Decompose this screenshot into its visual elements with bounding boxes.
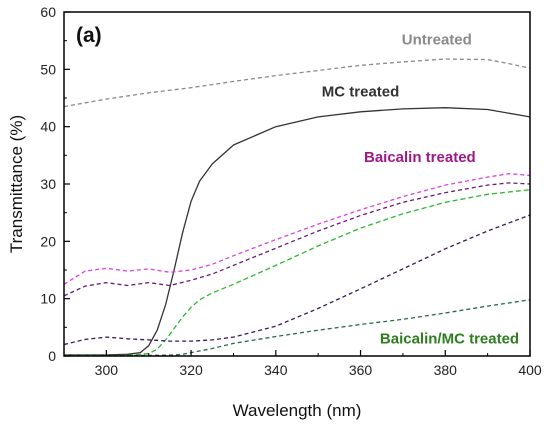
x-tick-label: 400 xyxy=(518,362,542,378)
annotation-label: MC treated xyxy=(322,83,400,100)
y-tick-label: 40 xyxy=(40,119,56,135)
series-line-5 xyxy=(64,189,530,356)
y-tick-label: 30 xyxy=(40,176,56,192)
x-axis-label: Wavelength (nm) xyxy=(233,401,362,420)
x-tick-label: 320 xyxy=(179,362,203,378)
y-axis-label: Transmittance (%) xyxy=(7,115,26,253)
series-layer xyxy=(64,58,530,356)
series-line-1 xyxy=(64,58,530,108)
annotation-label: Baicalin/MC treated xyxy=(380,330,519,347)
annotation-label: Untreated xyxy=(402,32,472,49)
y-tick-label: 60 xyxy=(40,4,56,20)
panel-label: (a) xyxy=(76,24,102,47)
y-tick-label: 0 xyxy=(48,348,56,364)
y-tick-label: 10 xyxy=(40,291,56,307)
ticks-layer: 300 320 340 360 380 400 0 10 20 30 40 50 60 xyxy=(40,4,541,378)
y-tick-label: 20 xyxy=(40,233,56,249)
series-line-2 xyxy=(64,107,530,356)
series-line-4 xyxy=(64,182,530,297)
x-tick-label: 360 xyxy=(349,362,373,378)
x-tick-label: 340 xyxy=(264,362,288,378)
plot-frame xyxy=(63,11,531,357)
annotation-label: Baicalin treated xyxy=(364,149,476,166)
x-tick-label: 300 xyxy=(95,362,119,378)
annotations: Untreated MC treated Baicalin treated Baica… xyxy=(322,32,519,348)
series-line-6 xyxy=(64,214,530,346)
x-tick-label: 380 xyxy=(434,362,458,378)
y-tick-label: 50 xyxy=(40,61,56,77)
series-line-3 xyxy=(64,173,530,285)
